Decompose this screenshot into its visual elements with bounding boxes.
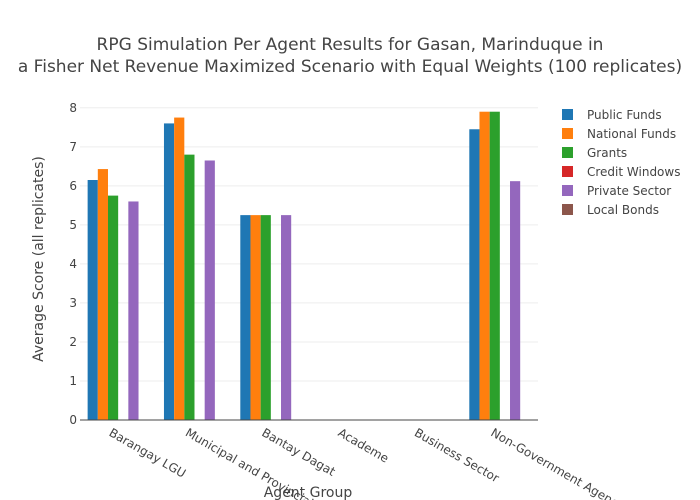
chart-title: RPG Simulation Per Agent Results for Gas… xyxy=(97,35,604,55)
bar xyxy=(87,180,98,420)
x-tick-label: Barangay LGU xyxy=(107,425,189,480)
chart-title-line2: a Fisher Net Revenue Maximized Scenario … xyxy=(18,57,682,77)
bar xyxy=(163,123,175,420)
legend-swatch xyxy=(562,166,573,177)
y-tick-label: 2 xyxy=(69,335,77,349)
bar xyxy=(510,181,521,420)
legend: Public Funds National Funds Grants Credit W… xyxy=(562,108,680,217)
y-tick-label: 8 xyxy=(69,101,77,115)
x-axis-title: Agent Group xyxy=(264,485,353,500)
y-tick-label: 0 xyxy=(69,413,77,427)
legend-label: Private Sector xyxy=(587,184,671,198)
bar xyxy=(281,215,292,420)
y-tick-label: 1 xyxy=(69,374,77,388)
legend-swatch xyxy=(562,109,573,120)
x-tick-label: Academe xyxy=(336,425,392,465)
y-axis-title: Average Score (all replicates) xyxy=(31,156,47,362)
bar xyxy=(240,215,251,420)
legend-label: National Funds xyxy=(587,127,676,141)
y-tick-label: 6 xyxy=(69,179,77,193)
x-tick-label: Non-Government Agencies xyxy=(488,425,635,500)
legend-label: Grants xyxy=(587,146,627,160)
y-tick-labels: 0 1 2 3 4 5 6 7 8 xyxy=(69,101,77,427)
y-tick-label: 5 xyxy=(69,218,77,232)
legend-swatch xyxy=(562,128,573,139)
bar xyxy=(128,201,139,420)
legend-label: Public Funds xyxy=(587,108,662,122)
bar xyxy=(97,169,108,420)
y-tick-label: 7 xyxy=(69,140,77,154)
bar xyxy=(107,195,119,420)
legend-swatch xyxy=(562,147,573,158)
x-tick-label: Bantay Dagat xyxy=(259,425,338,478)
legend-swatch xyxy=(562,204,573,215)
legend-label: Local Bonds xyxy=(587,203,659,217)
bar xyxy=(489,111,500,421)
bar xyxy=(204,160,215,421)
legend-label: Credit Windows xyxy=(587,165,680,179)
bar xyxy=(174,117,185,420)
y-tick-label: 3 xyxy=(69,296,77,310)
bar xyxy=(250,215,261,420)
gridlines xyxy=(80,107,538,382)
bar xyxy=(184,154,195,420)
bar xyxy=(260,215,271,420)
bar xyxy=(479,111,490,421)
bars xyxy=(87,111,521,421)
y-tick-label: 4 xyxy=(69,257,77,271)
legend-swatch xyxy=(562,185,573,196)
bar xyxy=(469,129,480,420)
x-tick-label: Business Sector xyxy=(412,425,502,485)
